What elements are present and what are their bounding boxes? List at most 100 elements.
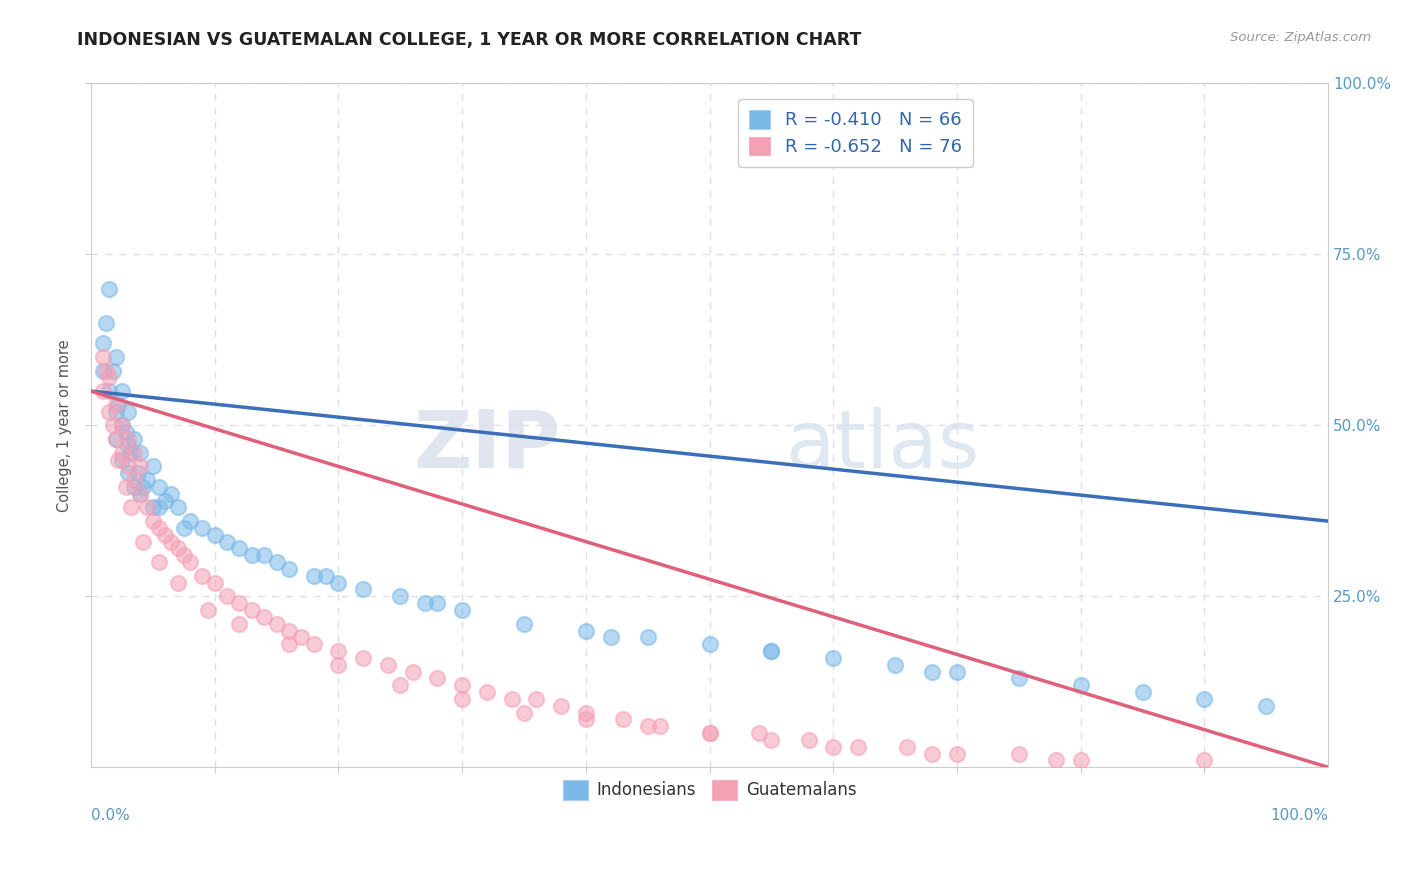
Point	[204, 528, 226, 542]
Point	[153, 528, 176, 542]
Point	[122, 473, 145, 487]
Point	[699, 726, 721, 740]
Point	[884, 657, 907, 672]
Text: 100.0%: 100.0%	[1270, 808, 1329, 823]
Point	[240, 549, 263, 563]
Point	[699, 726, 721, 740]
Point	[575, 713, 598, 727]
Point	[846, 739, 869, 754]
Point	[98, 282, 121, 296]
Point	[122, 446, 145, 460]
Point	[117, 459, 139, 474]
Point	[142, 459, 165, 474]
Point	[122, 480, 145, 494]
Point	[315, 569, 337, 583]
Point	[132, 534, 155, 549]
Point	[228, 596, 250, 610]
Point	[129, 487, 152, 501]
Point	[111, 418, 134, 433]
Point	[215, 590, 238, 604]
Point	[120, 500, 142, 515]
Legend: Indonesians, Guatemalans: Indonesians, Guatemalans	[557, 773, 863, 806]
Point	[104, 350, 127, 364]
Point	[135, 473, 157, 487]
Point	[153, 493, 176, 508]
Point	[117, 405, 139, 419]
Point	[550, 698, 572, 713]
Point	[117, 439, 139, 453]
Point	[104, 432, 127, 446]
Point	[142, 500, 165, 515]
Point	[98, 370, 121, 384]
Point	[179, 514, 201, 528]
Point	[277, 637, 299, 651]
Point	[699, 637, 721, 651]
Point	[748, 726, 770, 740]
Point	[328, 657, 350, 672]
Point	[127, 467, 149, 481]
Point	[166, 500, 188, 515]
Point	[103, 364, 125, 378]
Point	[98, 405, 121, 419]
Point	[277, 624, 299, 638]
Y-axis label: College, 1 year or more: College, 1 year or more	[58, 339, 72, 512]
Text: ZIP: ZIP	[413, 407, 561, 485]
Point	[277, 562, 299, 576]
Text: Source: ZipAtlas.com: Source: ZipAtlas.com	[1230, 31, 1371, 45]
Point	[135, 500, 157, 515]
Point	[117, 432, 139, 446]
Point	[107, 398, 129, 412]
Point	[228, 541, 250, 556]
Point	[266, 555, 288, 569]
Point	[129, 446, 152, 460]
Point	[91, 384, 114, 399]
Point	[191, 569, 214, 583]
Point	[111, 384, 134, 399]
Point	[451, 678, 474, 692]
Point	[823, 739, 845, 754]
Point	[142, 514, 165, 528]
Point	[524, 692, 547, 706]
Point	[104, 405, 127, 419]
Point	[513, 706, 536, 720]
Point	[451, 692, 474, 706]
Point	[1194, 692, 1216, 706]
Point	[426, 596, 449, 610]
Point	[921, 665, 943, 679]
Point	[575, 624, 598, 638]
Point	[215, 534, 238, 549]
Point	[148, 500, 170, 515]
Point	[896, 739, 918, 754]
Point	[451, 603, 474, 617]
Point	[173, 521, 195, 535]
Point	[328, 575, 350, 590]
Point	[1256, 698, 1278, 713]
Point	[132, 480, 155, 494]
Point	[290, 631, 312, 645]
Point	[1132, 685, 1154, 699]
Point	[1070, 678, 1092, 692]
Point	[1045, 754, 1067, 768]
Point	[761, 644, 783, 658]
Point	[797, 733, 820, 747]
Point	[266, 616, 288, 631]
Point	[197, 603, 219, 617]
Point	[114, 480, 136, 494]
Point	[98, 384, 121, 399]
Text: INDONESIAN VS GUATEMALAN COLLEGE, 1 YEAR OR MORE CORRELATION CHART: INDONESIAN VS GUATEMALAN COLLEGE, 1 YEAR…	[77, 31, 862, 49]
Point	[111, 446, 134, 460]
Point	[401, 665, 423, 679]
Point	[103, 418, 125, 433]
Point	[122, 432, 145, 446]
Point	[253, 549, 276, 563]
Point	[612, 713, 634, 727]
Point	[761, 733, 783, 747]
Point	[117, 467, 139, 481]
Point	[1194, 754, 1216, 768]
Point	[426, 672, 449, 686]
Point	[91, 364, 114, 378]
Point	[148, 480, 170, 494]
Point	[120, 446, 142, 460]
Point	[575, 706, 598, 720]
Point	[114, 425, 136, 440]
